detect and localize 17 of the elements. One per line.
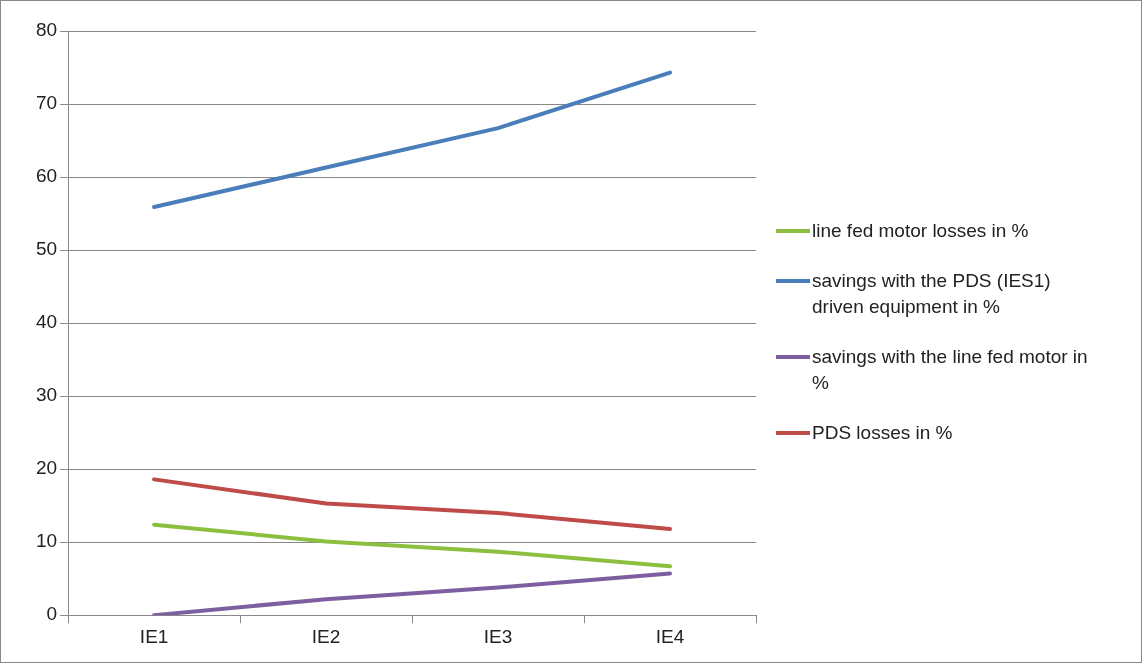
legend-label: savings with the line fed motor in % xyxy=(812,344,1089,395)
y-tick-label: 40 xyxy=(35,311,58,333)
y-tick-label: 20 xyxy=(35,457,58,479)
legend-label: line fed motor losses in % xyxy=(812,218,1029,243)
x-tick-label: IE2 xyxy=(311,625,341,647)
y-tick-label: 50 xyxy=(35,238,58,260)
y-tick-label: 0 xyxy=(46,603,58,625)
x-tick-label: IE4 xyxy=(655,625,685,647)
y-tick-label: 70 xyxy=(35,92,58,114)
legend-label: savings with the PDS (IES1) driven equipment in % xyxy=(812,268,1052,319)
legend-label: PDS losses in % xyxy=(812,420,953,445)
y-tick-label: 10 xyxy=(35,530,58,552)
y-tick-label: 80 xyxy=(35,19,58,41)
x-tick-label: IE3 xyxy=(483,625,513,647)
x-tick-label: IE1 xyxy=(139,625,169,647)
y-tick-label: 30 xyxy=(35,384,58,406)
y-tick-label: 60 xyxy=(35,165,58,187)
